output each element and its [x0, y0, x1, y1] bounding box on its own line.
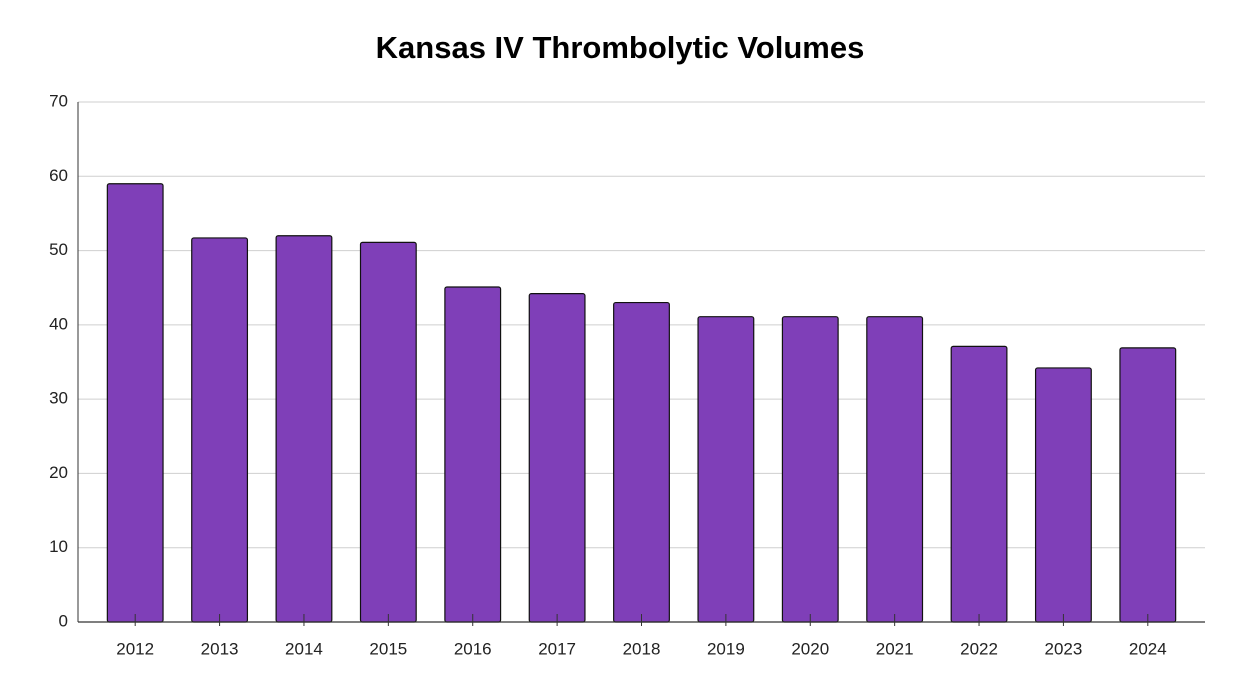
bar — [191, 237, 249, 623]
x-tick-label: 2023 — [1045, 639, 1083, 658]
y-tick-label: 70 — [49, 91, 68, 110]
x-tick-label: 2022 — [960, 639, 998, 658]
bar — [697, 316, 755, 623]
bar — [781, 316, 839, 623]
y-tick-label: 0 — [59, 611, 68, 630]
y-tick-label: 20 — [49, 463, 68, 482]
bar — [106, 183, 164, 623]
x-tick-label: 2024 — [1129, 639, 1167, 658]
x-tick-label: 2021 — [876, 639, 914, 658]
y-tick-label: 60 — [49, 166, 68, 185]
y-tick-label: 30 — [49, 389, 68, 408]
x-tick-label: 2013 — [201, 639, 239, 658]
x-tick-label: 2020 — [791, 639, 829, 658]
x-tick-label: 2019 — [707, 639, 745, 658]
x-tick-label: 2018 — [623, 639, 661, 658]
chart-title: Kansas IV Thrombolytic Volumes — [376, 30, 865, 65]
bar — [444, 286, 502, 623]
bar — [950, 345, 1008, 623]
y-tick-label: 40 — [49, 314, 68, 333]
bar — [613, 301, 670, 623]
bar — [1119, 347, 1177, 623]
x-tick-label: 2014 — [285, 639, 323, 658]
x-tick-label: 2012 — [116, 639, 154, 658]
y-tick-label: 10 — [49, 537, 68, 556]
x-tick-label: 2017 — [538, 639, 576, 658]
bar — [1034, 367, 1092, 623]
bar — [528, 293, 586, 623]
bar — [359, 241, 417, 623]
bar — [866, 316, 924, 623]
bar — [275, 235, 333, 623]
y-tick-label: 50 — [49, 240, 68, 259]
x-tick-label: 2016 — [454, 639, 492, 658]
x-tick-label: 2015 — [369, 639, 407, 658]
